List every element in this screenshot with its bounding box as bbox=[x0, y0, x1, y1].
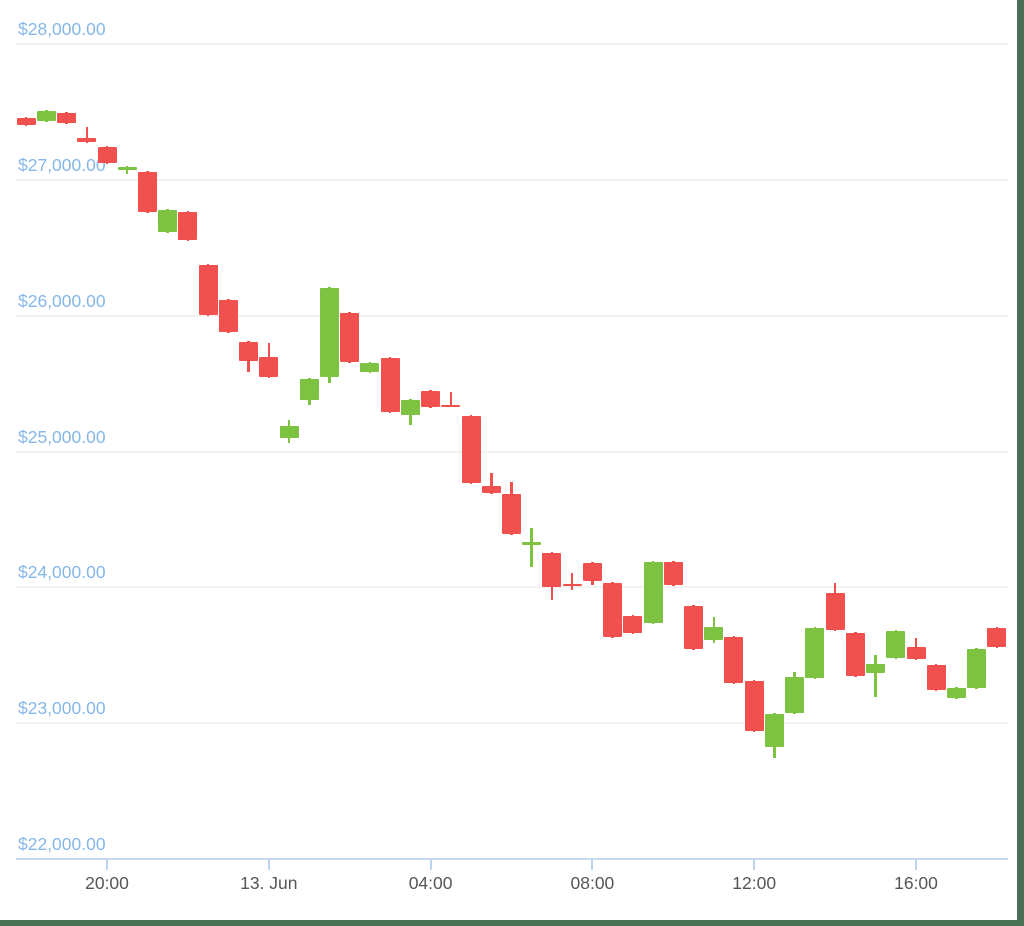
y-axis-label: $24,000.00 bbox=[18, 562, 106, 583]
candle[interactable] bbox=[825, 593, 845, 630]
candle[interactable] bbox=[461, 415, 481, 483]
candle[interactable] bbox=[441, 404, 461, 408]
candle[interactable] bbox=[319, 287, 339, 378]
candle[interactable] bbox=[623, 615, 643, 633]
x-axis-tick bbox=[267, 859, 270, 870]
candle[interactable] bbox=[926, 665, 946, 690]
candle[interactable] bbox=[967, 649, 987, 688]
candle-wick bbox=[530, 527, 533, 567]
candle[interactable] bbox=[643, 561, 663, 624]
candle[interactable] bbox=[137, 171, 157, 212]
y-gridline bbox=[16, 178, 1008, 181]
x-axis-tick bbox=[753, 859, 756, 870]
candle[interactable] bbox=[502, 494, 521, 534]
y-axis-label: $26,000.00 bbox=[18, 290, 106, 311]
candle-wick bbox=[85, 126, 89, 143]
window-frame-right bbox=[1017, 0, 1024, 926]
candle[interactable] bbox=[582, 563, 602, 581]
x-axis-tick bbox=[591, 859, 594, 870]
candle[interactable] bbox=[218, 300, 238, 332]
candle[interactable] bbox=[987, 628, 1007, 648]
candle[interactable] bbox=[97, 146, 117, 163]
candle[interactable] bbox=[178, 212, 198, 240]
candle[interactable] bbox=[542, 552, 562, 587]
candle[interactable] bbox=[866, 663, 886, 673]
x-axis-label: 13. Jun bbox=[240, 873, 298, 893]
window-frame-bottom bbox=[0, 920, 1024, 926]
candle[interactable] bbox=[522, 541, 542, 545]
y-axis-label: $23,000.00 bbox=[18, 698, 106, 719]
candle-wick bbox=[874, 654, 877, 697]
candle[interactable] bbox=[724, 637, 744, 684]
candle-wick bbox=[570, 572, 574, 590]
candle[interactable] bbox=[562, 583, 582, 587]
x-axis-label: 12:00 bbox=[732, 873, 777, 893]
candle[interactable] bbox=[239, 342, 259, 361]
candle[interactable] bbox=[704, 626, 724, 641]
candle-wick bbox=[125, 165, 129, 175]
candle[interactable] bbox=[198, 265, 218, 315]
y-axis-label: $25,000.00 bbox=[18, 426, 106, 447]
candle[interactable] bbox=[57, 113, 77, 123]
candle[interactable] bbox=[744, 681, 764, 732]
y-gridline bbox=[16, 722, 1008, 725]
candle[interactable] bbox=[785, 676, 805, 713]
y-axis-label: $22,000.00 bbox=[18, 834, 106, 854]
candle-wick bbox=[449, 392, 453, 407]
candle[interactable] bbox=[158, 209, 178, 232]
candle[interactable] bbox=[16, 118, 36, 125]
candle[interactable] bbox=[360, 363, 380, 373]
x-axis-tick bbox=[429, 859, 432, 870]
candle[interactable] bbox=[886, 631, 906, 658]
x-axis-label: 20:00 bbox=[85, 873, 129, 893]
x-axis-line bbox=[16, 858, 1008, 860]
y-axis-label: $27,000.00 bbox=[18, 154, 106, 175]
y-axis-label: $28,000.00 bbox=[18, 19, 106, 39]
candle[interactable] bbox=[764, 713, 784, 747]
candle[interactable] bbox=[279, 425, 299, 438]
candle[interactable] bbox=[421, 391, 441, 407]
y-gridline bbox=[16, 450, 1008, 453]
candle[interactable] bbox=[481, 486, 501, 494]
x-axis-tick bbox=[106, 859, 108, 870]
y-gridline bbox=[16, 314, 1008, 317]
candle[interactable] bbox=[299, 378, 319, 400]
candle[interactable] bbox=[845, 632, 865, 676]
candle[interactable] bbox=[340, 313, 360, 362]
candle[interactable] bbox=[906, 647, 926, 660]
x-axis-label: 04:00 bbox=[408, 873, 453, 893]
x-axis-tick bbox=[915, 859, 917, 870]
candle[interactable] bbox=[117, 166, 137, 171]
candle[interactable] bbox=[663, 561, 683, 585]
candle[interactable] bbox=[77, 138, 97, 142]
candle[interactable] bbox=[380, 358, 400, 412]
y-gridline bbox=[16, 586, 1008, 589]
candle[interactable] bbox=[684, 605, 704, 649]
candle[interactable] bbox=[36, 110, 56, 121]
x-axis-label: 08:00 bbox=[570, 873, 615, 893]
candle[interactable] bbox=[259, 356, 279, 377]
x-axis-label: 16:00 bbox=[894, 873, 938, 893]
y-gridline bbox=[16, 43, 1008, 45]
candle[interactable] bbox=[805, 628, 825, 678]
candle[interactable] bbox=[400, 400, 420, 415]
candle[interactable] bbox=[603, 582, 623, 638]
candle-wick bbox=[490, 473, 493, 494]
candle[interactable] bbox=[946, 687, 966, 699]
